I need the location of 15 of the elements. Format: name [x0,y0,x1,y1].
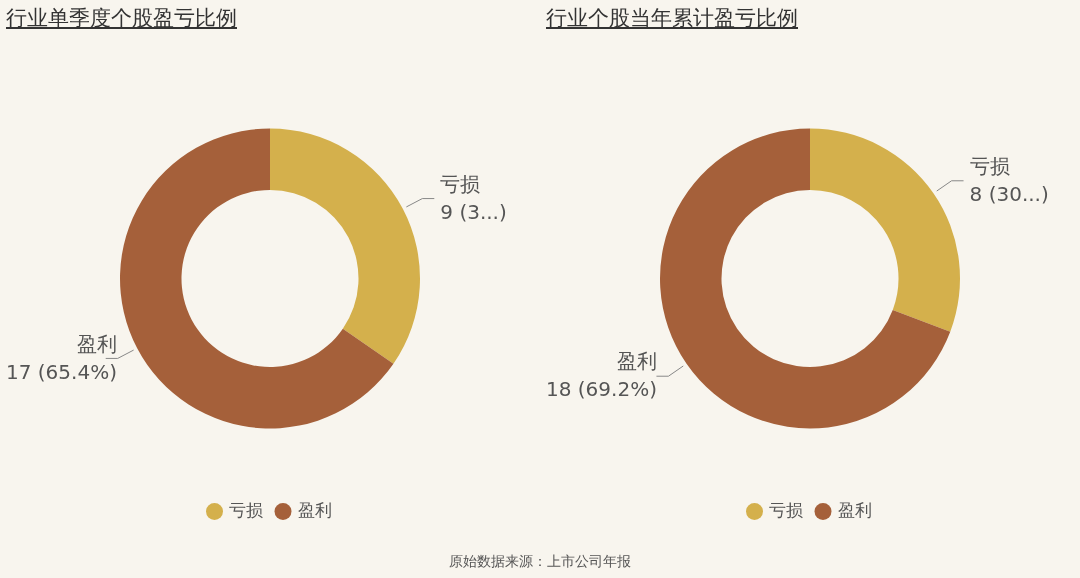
text: 原始数据来源：上市公司年报 [448,553,632,571]
slice-label: 盈利 [616,349,657,374]
slice-label: 亏损 [969,154,1010,178]
slice-label: 亏损 [440,171,481,196]
legend-label: 亏损 [229,499,263,520]
chart-title: 行业个股当年累计盈亏比例 [546,5,798,32]
legend-label: 亏损 [769,499,803,520]
chart-title: 行业单季度个股盈亏比例 [6,5,237,32]
legend-label: 盈利 [297,499,332,520]
data-label: 9 (3...) [440,199,507,224]
slice-label: 盈利 [76,331,117,356]
data-label: 17 (65.4%) [5,359,117,384]
legend-label: 盈利 [837,499,872,520]
data-label: 18 (69.2%) [545,377,657,402]
data-label: 8 (30...) [969,182,1049,206]
